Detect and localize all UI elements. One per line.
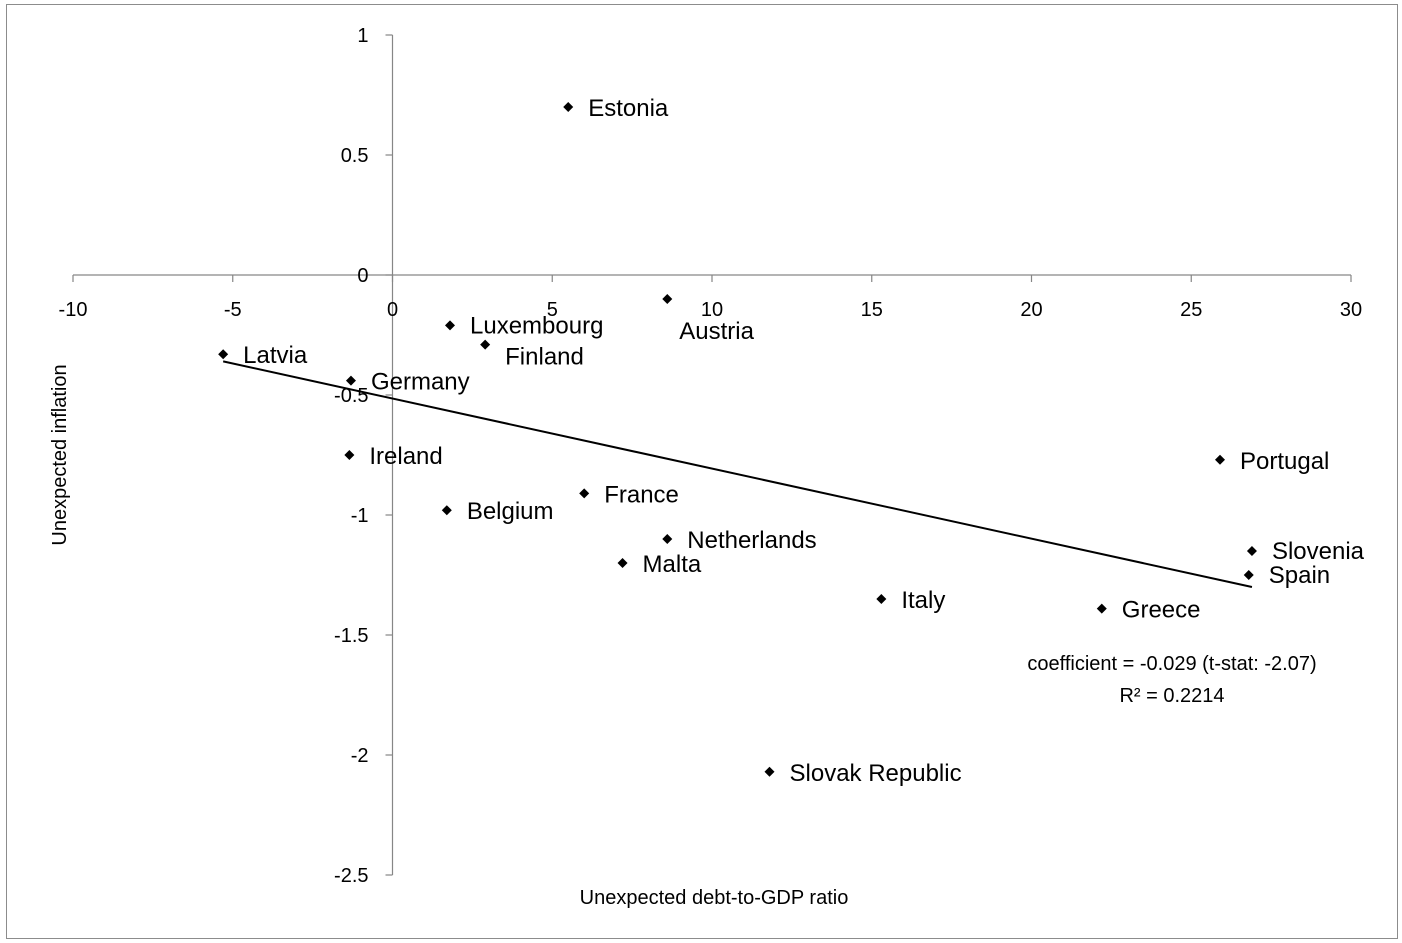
x-tick-label: 15: [861, 299, 883, 321]
data-point: [441, 505, 452, 516]
data-point: [662, 294, 673, 304]
trendline-group: [222, 360, 1253, 588]
point-label: Latvia: [243, 342, 308, 369]
coefficient-annotation: coefficient = -0.029 (t-stat: -2.07): [1027, 653, 1316, 675]
point-label: Finland: [505, 344, 584, 371]
point-label: Italy: [901, 587, 945, 614]
data-point: [1243, 570, 1254, 580]
axes: -10 -5 0 5 10 15 20 25 30 1 0.5 0 -0.5 -1 -1.5 -2 -2.5: [59, 25, 1363, 887]
point-label: Germany: [371, 369, 470, 396]
point-label: Slovak Republic: [790, 760, 962, 787]
x-tick-label: 20: [1020, 299, 1042, 321]
data-point: [345, 375, 356, 386]
x-tick-label: 25: [1180, 299, 1202, 321]
x-tick-label: -10: [59, 299, 88, 321]
data-point: [1246, 546, 1257, 556]
text-layer: Unexpected debt-to-GDP ratio Unexpected …: [49, 364, 1317, 909]
trendline: [222, 360, 1253, 588]
point-label: Austria: [679, 318, 754, 345]
y-tick-label: 0.5: [341, 145, 369, 167]
y-tick-label: -1.5: [334, 625, 368, 647]
data-point: [876, 594, 887, 604]
x-axis-title: Unexpected debt-to-GDP ratio: [580, 887, 849, 909]
y-tick-label: 1: [357, 25, 368, 47]
point-label: Slovenia: [1272, 538, 1365, 565]
x-tick-label: 0: [387, 299, 398, 321]
point-label: France: [604, 481, 679, 508]
data-point: [344, 450, 355, 460]
data-points: Estonia Austria Luxembourg Finland Latvia Ger…: [218, 95, 1365, 787]
data-point: [1215, 454, 1226, 465]
point-label: Ireland: [369, 443, 442, 470]
point-label: Netherlands: [687, 527, 816, 554]
data-point: [563, 102, 574, 112]
point-label: Malta: [643, 551, 702, 578]
chart-frame: [6, 4, 1398, 939]
point-label: Luxembourg: [470, 312, 603, 339]
y-tick-label: -2.5: [334, 865, 368, 887]
data-point: [218, 349, 229, 360]
data-point: [480, 339, 491, 350]
point-label: Spain: [1269, 562, 1330, 589]
data-point: [445, 320, 456, 331]
data-point: [662, 534, 673, 544]
r-squared-annotation: R² = 0.2214: [1119, 685, 1224, 707]
x-tick-label: -5: [224, 299, 242, 321]
x-tick-label: 5: [547, 299, 558, 321]
data-point: [1096, 603, 1107, 614]
y-tick-label: -0.5: [334, 385, 368, 407]
point-label: Greece: [1122, 597, 1201, 624]
y-axis-title: Unexpected inflation: [49, 364, 71, 545]
data-point: [579, 488, 590, 499]
y-tick-label: -2: [351, 745, 369, 767]
x-tick-label: 10: [701, 299, 723, 321]
point-label: Estonia: [588, 95, 669, 122]
data-point: [617, 558, 628, 568]
y-tick-label: 0: [357, 265, 368, 287]
point-label: Portugal: [1240, 448, 1329, 475]
y-tick-label: -1: [351, 505, 369, 527]
data-point: [764, 766, 775, 777]
point-label: Belgium: [467, 498, 554, 525]
x-tick-label: 30: [1340, 299, 1362, 321]
